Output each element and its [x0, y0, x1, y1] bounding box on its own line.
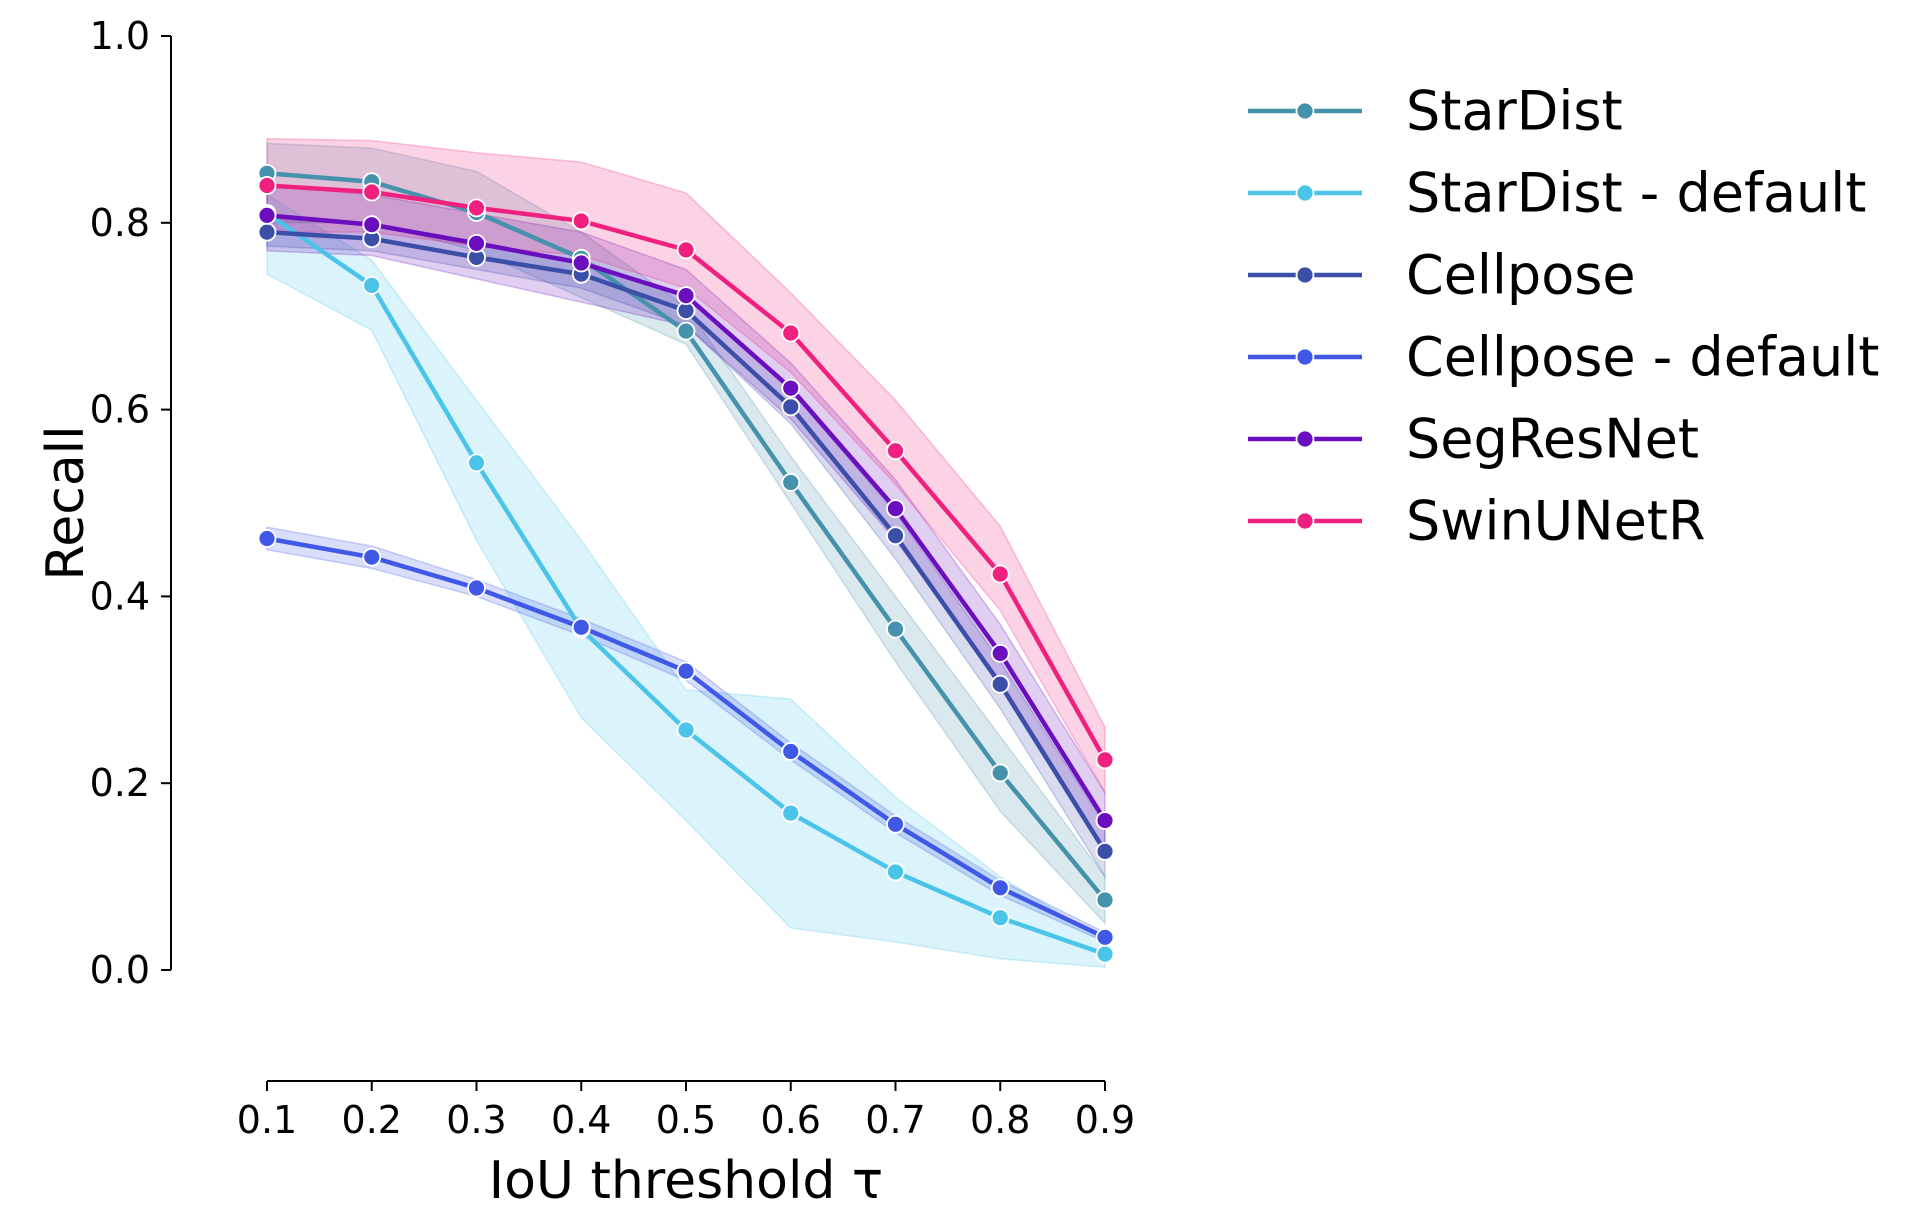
x-tick-label: 0.7 [865, 1098, 925, 1142]
point-cellpose-default [571, 617, 591, 637]
y-tick-label: 0.2 [90, 761, 150, 805]
point-segresnet [362, 215, 382, 235]
point-cellpose-default [467, 578, 486, 598]
confidence-bands [266, 137, 1106, 969]
point-stardist-default [990, 908, 1010, 928]
point-stardist [676, 321, 696, 341]
point-cellpose-default [1095, 927, 1115, 947]
point-stardist-default [886, 862, 905, 882]
point-segresnet [781, 378, 801, 398]
point-stardist [886, 619, 905, 639]
legend-item-cellpose: Cellpose [1248, 244, 1636, 307]
point-cellpose-default [990, 878, 1010, 898]
legend-label: StarDist - default [1406, 162, 1866, 225]
point-segresnet [571, 253, 591, 273]
point-swinunetr [257, 176, 277, 195]
point-stardist [990, 763, 1010, 783]
x-tick-label: 0.5 [656, 1098, 716, 1142]
y-tick-label: 0.6 [90, 388, 150, 432]
y-tick-label: 1.0 [90, 14, 150, 58]
legend-label: SwinUNetR [1406, 490, 1706, 553]
point-swinunetr [886, 441, 905, 461]
legend-swatch-marker [1295, 183, 1315, 203]
point-stardist [1095, 890, 1115, 910]
point-cellpose-default [362, 547, 382, 567]
legend-item-cellpose-default: Cellpose - default [1248, 326, 1879, 389]
x-tick-label: 0.4 [551, 1098, 611, 1142]
point-stardist-default [1095, 944, 1115, 964]
point-stardist-default [781, 803, 801, 823]
point-cellpose [990, 674, 1010, 694]
point-segresnet [257, 205, 277, 225]
legend-label: Cellpose [1406, 244, 1636, 307]
point-segresnet [990, 643, 1010, 663]
point-swinunetr [467, 198, 486, 218]
series-points [257, 163, 1115, 964]
point-swinunetr [362, 182, 382, 202]
point-swinunetr [781, 323, 801, 343]
legend-label: Cellpose - default [1406, 326, 1879, 389]
point-segresnet [886, 499, 905, 519]
point-segresnet [467, 233, 486, 253]
point-swinunetr [571, 211, 591, 231]
point-cellpose-default [886, 814, 905, 834]
y-ticks: 0.0 0.2 0.4 0.6 0.8 1.0 [90, 14, 171, 992]
legend: StarDist StarDist - default Cellpose Cellpo… [1248, 80, 1879, 553]
x-tick-label: 0.6 [761, 1098, 821, 1142]
point-cellpose-default [257, 529, 277, 548]
x-axis: 0.1 0.2 0.3 0.4 0.5 0.6 0.7 0.8 0.9 IoU threshol… [237, 1080, 1135, 1211]
point-swinunetr [990, 564, 1010, 584]
y-tick-label: 0.0 [90, 948, 150, 992]
x-tick-label: 0.2 [342, 1098, 402, 1142]
legend-swatch-marker [1295, 511, 1315, 531]
point-segresnet [1095, 811, 1115, 830]
legend-label: SegResNet [1406, 408, 1699, 471]
point-cellpose [781, 397, 801, 417]
legend-label: StarDist [1406, 80, 1623, 143]
legend-item-stardist-default: StarDist - default [1248, 162, 1866, 225]
legend-item-segresnet: SegResNet [1248, 408, 1699, 471]
x-tick-label: 0.3 [446, 1098, 506, 1142]
legend-item-stardist: StarDist [1248, 80, 1623, 143]
point-stardist-default [676, 720, 696, 740]
x-axis-title: IoU threshold τ [489, 1151, 883, 1211]
point-cellpose-default [676, 661, 696, 681]
x-tick-label: 0.8 [970, 1098, 1030, 1142]
legend-swatch-marker [1295, 101, 1315, 121]
x-tick-label: 0.1 [237, 1098, 297, 1142]
point-cellpose [886, 526, 905, 546]
legend-swatch-marker [1295, 429, 1315, 449]
point-stardist [781, 473, 801, 492]
legend-swatch-marker [1295, 265, 1315, 285]
point-stardist-default [467, 453, 486, 473]
point-stardist-default [362, 275, 382, 295]
y-axis-title: Recall [36, 425, 96, 580]
y-axis: 0.0 0.2 0.4 0.6 0.8 1.0 Recall [36, 14, 172, 992]
legend-swatch-marker [1295, 347, 1315, 367]
point-cellpose-default [781, 742, 801, 761]
y-tick-label: 0.8 [90, 201, 150, 245]
legend-item-swinunetr: SwinUNetR [1248, 490, 1706, 553]
y-tick-label: 0.4 [90, 574, 150, 618]
x-ticks: 0.1 0.2 0.3 0.4 0.5 0.6 0.7 0.8 0.9 [237, 1081, 1135, 1142]
point-cellpose [257, 222, 277, 242]
point-segresnet [676, 286, 696, 306]
x-tick-label: 0.9 [1075, 1098, 1135, 1142]
point-swinunetr [676, 240, 696, 260]
point-swinunetr [1095, 750, 1115, 770]
point-cellpose [1095, 841, 1115, 861]
